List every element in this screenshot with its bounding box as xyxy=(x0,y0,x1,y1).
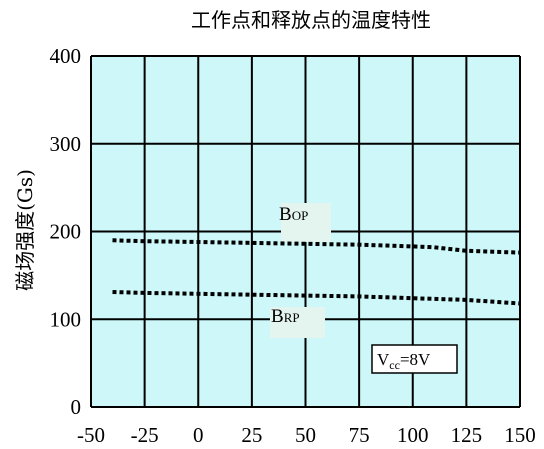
x-tick-label: 75 xyxy=(349,423,370,447)
x-tick-label: -50 xyxy=(77,423,105,447)
series-label-boxes xyxy=(270,203,331,338)
y-axis-ticks: 0 100 200 300 400 xyxy=(50,44,82,419)
series-label-brp: BRP xyxy=(271,306,300,327)
y-tick-label: 200 xyxy=(50,220,82,244)
x-tick-label: 25 xyxy=(241,423,262,447)
series-line-bop xyxy=(112,238,521,255)
x-tick-label: 50 xyxy=(295,423,316,447)
vcc-annotation-text: Vcc=8V xyxy=(377,350,431,372)
x-tick-label: -25 xyxy=(131,423,159,447)
y-tick-label: 0 xyxy=(71,395,82,419)
series-line-brp xyxy=(112,290,521,306)
vcc-annotation: Vcc=8V xyxy=(371,344,458,374)
series-layer xyxy=(112,238,521,306)
series-label-box xyxy=(270,307,325,338)
x-axis-ticks: -50 -25 0 25 50 75 100 125 150 xyxy=(77,423,536,447)
series-label-bop: BOP xyxy=(279,204,308,225)
x-tick-label: 150 xyxy=(504,423,536,447)
series-label-box xyxy=(281,203,331,242)
vcc-annotation-box xyxy=(371,344,458,374)
y-tick-label: 300 xyxy=(50,132,82,156)
y-tick-label: 100 xyxy=(50,307,82,331)
y-axis-label: 磁场强度(Gs) xyxy=(13,169,37,291)
y-tick-label: 400 xyxy=(50,44,82,68)
x-tick-label: 100 xyxy=(397,423,429,447)
x-tick-label: 125 xyxy=(451,423,483,447)
x-tick-label: 0 xyxy=(193,423,204,447)
chart-title: 工作点和释放点的温度特性 xyxy=(191,8,431,32)
series-labels: BOP BRP xyxy=(271,204,308,327)
